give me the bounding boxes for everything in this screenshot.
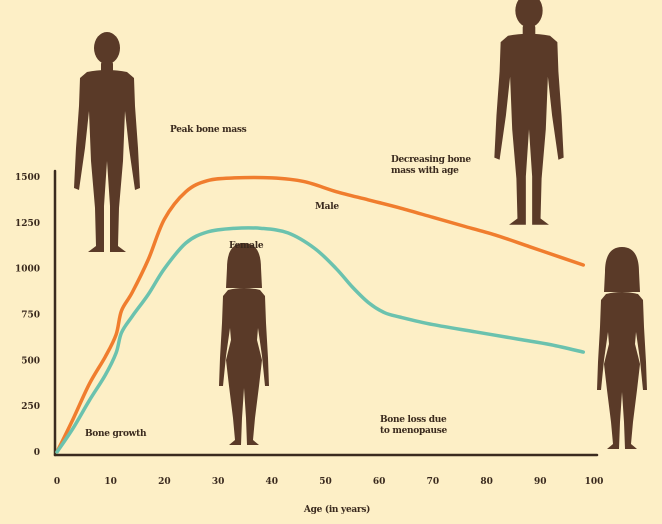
x-tick-label: 60 bbox=[373, 477, 386, 487]
annotation-bone-growth: Bone growth bbox=[85, 429, 147, 439]
y-tick-label: 1250 bbox=[15, 219, 40, 229]
male-silhouette-icon bbox=[494, 0, 564, 225]
series-line-female bbox=[55, 226, 586, 454]
x-tick-label: 70 bbox=[427, 477, 440, 487]
y-tick-label: 500 bbox=[21, 356, 40, 366]
y-tick-label: 250 bbox=[21, 402, 40, 412]
annotation-decreasing-line1: Decreasing bone bbox=[391, 155, 471, 165]
series-line-male bbox=[55, 175, 586, 454]
y-tick-label: 750 bbox=[21, 311, 40, 321]
x-tick-label: 50 bbox=[319, 477, 332, 487]
x-tick-label: 10 bbox=[104, 477, 117, 487]
x-tick-label: 20 bbox=[158, 477, 171, 487]
annotation-decreasing-line2: mass with age bbox=[391, 166, 459, 176]
annotation-menopause-line2: to menopause bbox=[380, 426, 448, 436]
x-tick-label: 0 bbox=[54, 477, 60, 487]
y-tick-label: 1500 bbox=[15, 173, 40, 183]
label-male: Male bbox=[315, 202, 339, 212]
y-tick-label: 0 bbox=[34, 448, 40, 458]
x-tick-label: 100 bbox=[585, 477, 604, 487]
annotation-menopause-line1: Bone loss due bbox=[380, 415, 447, 425]
female-silhouette-icon bbox=[597, 247, 647, 449]
x-tick-label: 80 bbox=[480, 477, 493, 487]
label-female: Female bbox=[229, 241, 264, 251]
x-axis-title: Age (in years) bbox=[303, 504, 370, 515]
x-tick-label: 90 bbox=[534, 477, 547, 487]
annotation-peak-bone-mass: Peak bone mass bbox=[170, 125, 247, 135]
male-silhouette-icon bbox=[74, 32, 140, 252]
y-tick-label: 1000 bbox=[15, 265, 40, 275]
x-tick-label: 30 bbox=[212, 477, 225, 487]
x-tick-label: 40 bbox=[266, 477, 279, 487]
female-silhouette-icon bbox=[219, 243, 269, 445]
